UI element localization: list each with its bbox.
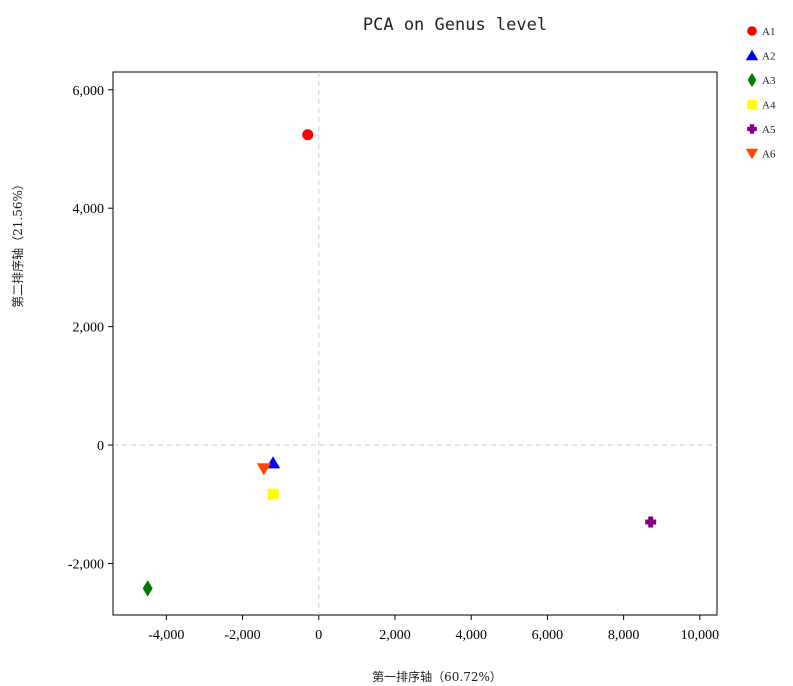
legend-item-a6: A6 [745,148,776,161]
legend-label: A1 [762,26,775,38]
legend-label: A3 [762,75,776,87]
x-tick-label: 0 [315,628,322,643]
x-tick-label: 2,000 [379,628,411,643]
legend-label: A6 [762,149,776,161]
y-tick-label: 6,000 [73,84,105,99]
legend-marker-plus [747,124,757,134]
legend-label: A2 [762,51,775,63]
legend-item-a4: A4 [747,100,776,112]
x-tick-label: -2,000 [224,628,260,643]
data-point-a6 [256,463,272,476]
y-axis-label: 第二排序轴（21.56%） [10,178,25,308]
legend-item-a2: A2 [745,49,775,63]
legend-item-a1: A1 [747,26,775,38]
x-tick-label: 6,000 [532,628,564,643]
data-point-a3 [142,580,153,597]
x-tick-label: 4,000 [455,628,487,643]
legend-marker-square [747,99,757,110]
data-point-a5 [645,516,657,528]
x-tick-label: 8,000 [608,628,640,643]
legend-label: A5 [762,124,776,136]
plot-frame [112,71,718,616]
legend-marker-triangle-down [745,148,759,160]
legend-marker-triangle-up [745,49,759,61]
legend-item-a5: A5 [747,124,776,136]
y-tick-label: 2,000 [73,321,105,336]
legend-marker-circle [747,26,757,36]
data-point-a4 [267,488,279,500]
chart-title: PCA on Genus level [363,15,547,35]
legend-item-a3: A3 [747,72,776,88]
y-tick-label: -2,000 [68,557,104,572]
legend-marker-diamond [747,72,757,88]
y-tick-label: 4,000 [73,202,105,217]
y-tick-label: 0 [97,439,104,454]
data-point-a1 [302,129,314,141]
x-axis-label: 第一排序轴（60.72%） [372,669,502,684]
x-tick-label: 10,000 [681,628,720,643]
x-tick-label: -4,000 [148,628,184,643]
legend-label: A4 [762,100,776,112]
